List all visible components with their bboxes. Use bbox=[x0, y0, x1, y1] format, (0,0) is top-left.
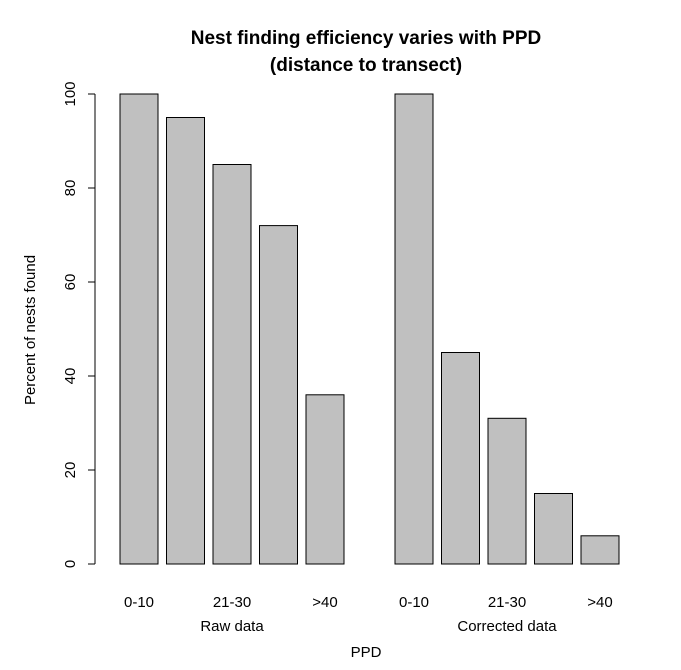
group-label: Corrected data bbox=[457, 618, 557, 635]
bar bbox=[259, 225, 298, 565]
x-tick-label: >40 bbox=[312, 594, 337, 611]
bar bbox=[394, 93, 434, 565]
bar bbox=[487, 417, 527, 565]
x-axis-label: PPD bbox=[351, 644, 382, 661]
y-axis: 0 20 40 60 80 100 bbox=[62, 81, 96, 568]
bar bbox=[305, 394, 345, 565]
bar bbox=[119, 93, 159, 565]
x-tick-label: 21-30 bbox=[213, 594, 251, 611]
group-label: Raw data bbox=[200, 618, 264, 635]
x-tick-label: 0-10 bbox=[124, 594, 154, 611]
group-labels: Raw data Corrected data bbox=[200, 618, 557, 635]
x-tick-labels: 0-10 21-30 >40 0-10 21-30 >40 bbox=[124, 594, 613, 611]
bar bbox=[534, 493, 573, 565]
chart-subtitle: (distance to transect) bbox=[270, 55, 462, 76]
y-tick-label: 0 bbox=[62, 560, 79, 568]
x-tick-label: 0-10 bbox=[399, 594, 429, 611]
bar bbox=[441, 352, 480, 565]
x-tick-label: 21-30 bbox=[488, 594, 526, 611]
x-tick-label: >40 bbox=[587, 594, 612, 611]
bar bbox=[580, 535, 620, 565]
y-tick-label: 40 bbox=[62, 368, 79, 385]
y-tick-label: 100 bbox=[62, 81, 79, 106]
y-tick-label: 60 bbox=[62, 274, 79, 291]
y-tick-label: 80 bbox=[62, 180, 79, 197]
bars bbox=[119, 93, 620, 565]
chart-title: Nest finding efficiency varies with PPD bbox=[191, 28, 542, 49]
y-axis-label: Percent of nests found bbox=[22, 255, 39, 405]
y-tick-label: 20 bbox=[62, 462, 79, 479]
bar bbox=[166, 117, 205, 565]
bar bbox=[212, 164, 252, 565]
